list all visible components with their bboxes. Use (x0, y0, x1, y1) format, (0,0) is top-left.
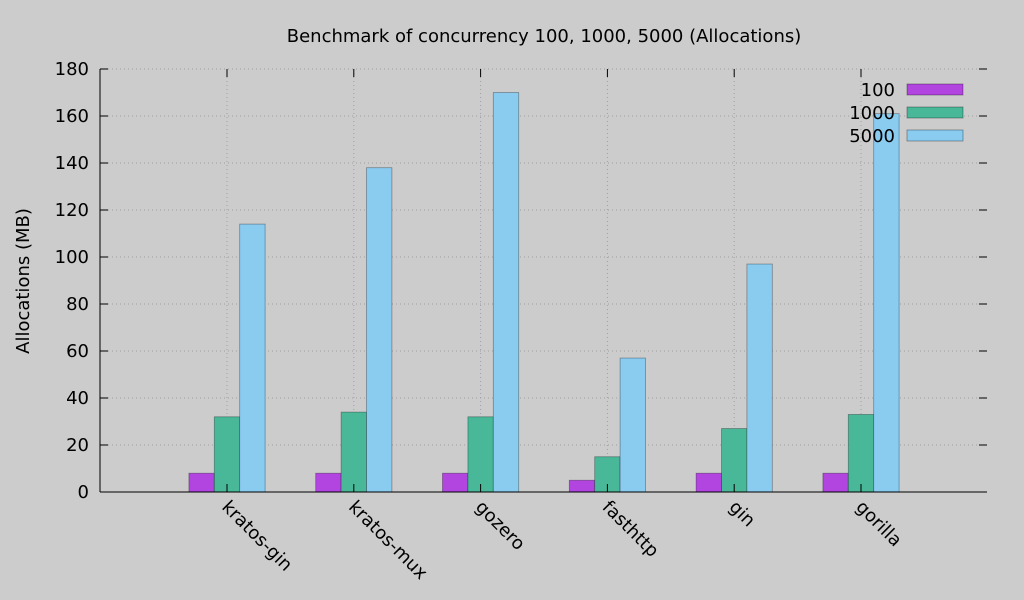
bar-gin-100 (695, 472, 722, 493)
bar-gorilla-100 (822, 472, 849, 493)
legend-label-1000: 1000 (849, 103, 895, 124)
y-tick-label: 160 (55, 106, 89, 127)
bar-gozero-1000 (467, 416, 494, 493)
y-tick-label: 60 (66, 341, 89, 362)
bar-gorilla-1000 (847, 414, 875, 493)
bar-fasthttp-100 (568, 479, 596, 493)
bar-gin-5000 (746, 263, 773, 493)
y-tick-label: 180 (55, 59, 89, 80)
bar-gozero-5000 (492, 92, 520, 493)
bar-kratos-mux-100 (315, 472, 342, 493)
bar-kratos-mux-1000 (340, 411, 367, 493)
bars (188, 92, 900, 493)
x-tick-label: fasthttp (598, 497, 663, 562)
x-tick-label: kratos-mux (344, 497, 431, 584)
bar-kratos-gin-100 (188, 472, 215, 493)
bar-kratos-gin-1000 (213, 416, 241, 493)
y-tick-label: 40 (66, 388, 89, 409)
bar-gozero-100 (442, 472, 469, 493)
x-tick-label: gorilla (851, 497, 905, 551)
legend-swatch-1000 (906, 106, 964, 119)
y-ticks: 0 20 40 60 80 100 120 140 160 180 (55, 59, 987, 503)
bar-kratos-gin-5000 (239, 223, 266, 493)
bar-gorilla-5000 (873, 113, 900, 493)
y-tick-label: 140 (55, 153, 89, 174)
legend-label-100: 100 (861, 80, 895, 101)
y-tick-label: 80 (66, 294, 89, 315)
bar-fasthttp-5000 (619, 357, 646, 493)
legend-swatch-5000 (906, 129, 964, 142)
x-tick-label: gozero (471, 497, 529, 555)
bar-gin-1000 (721, 428, 748, 493)
legend-swatch-100 (906, 83, 964, 96)
y-tick-label: 120 (55, 200, 89, 221)
y-tick-label: 20 (66, 435, 89, 456)
x-ticks: kratos-gin kratos-mux gozero fasthttp gin gor… (217, 69, 906, 584)
bar-kratos-mux-5000 (366, 167, 393, 493)
chart-title: Benchmark of concurrency 100, 1000, 5000… (287, 26, 802, 47)
y-tick-label: 0 (78, 482, 89, 503)
x-tick-label: kratos-gin (217, 497, 296, 576)
axes (99, 69, 987, 493)
y-tick-label: 100 (55, 247, 89, 268)
x-tick-label: gin (725, 497, 760, 532)
legend-label-5000: 5000 (849, 126, 895, 147)
y-axis-label: Allocations (MB) (13, 208, 34, 354)
